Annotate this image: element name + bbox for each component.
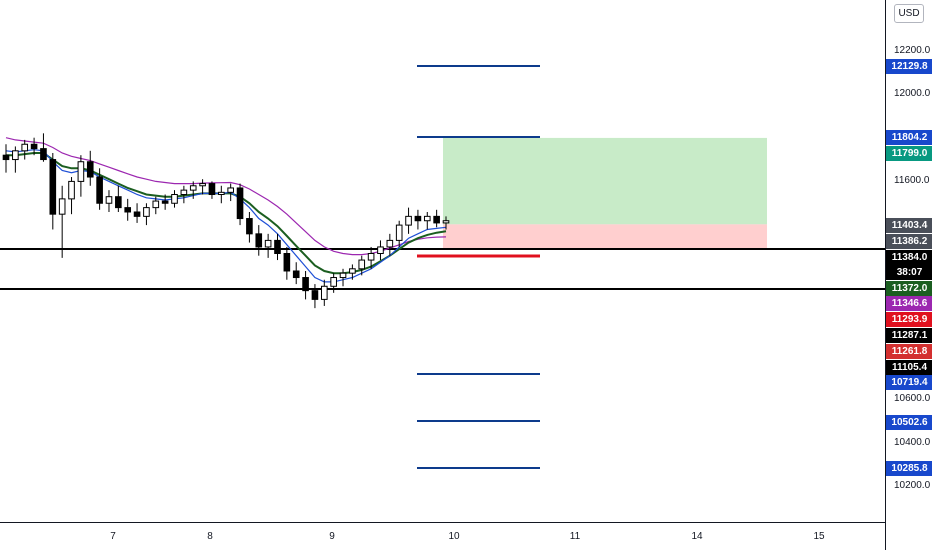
candle-body bbox=[49, 159, 57, 215]
price-tag-12129.8: 12129.8 bbox=[886, 59, 932, 74]
price-tag-38-07: 38:07 bbox=[886, 265, 932, 280]
candle-body bbox=[367, 253, 375, 261]
candle-body bbox=[180, 189, 188, 196]
price-tag-11384.0: 11384.0 bbox=[886, 250, 932, 265]
price-tag-11403.4: 11403.4 bbox=[886, 218, 932, 233]
loss-zone bbox=[443, 224, 767, 249]
candle-body bbox=[349, 268, 356, 274]
price-axis[interactable]: USD 12200.0 12000.0 11600.0 10600.0 10400.0 1… bbox=[885, 0, 932, 550]
price-tag-11804.2: 11804.2 bbox=[886, 130, 932, 145]
candle-body bbox=[274, 239, 281, 255]
candle-body bbox=[105, 196, 113, 204]
candle-body bbox=[40, 148, 47, 161]
candle-body bbox=[395, 224, 403, 241]
price-tag-11293.9: 11293.9 bbox=[886, 312, 932, 327]
price-tick-10200.0: 10200.0 bbox=[894, 480, 931, 491]
candle-body bbox=[124, 207, 132, 213]
price-tag-10285.8: 10285.8 bbox=[886, 461, 932, 476]
candle-body bbox=[143, 207, 150, 217]
price-tick-12200.0: 12200.0 bbox=[894, 45, 931, 56]
time-label-14: 14 bbox=[691, 531, 703, 542]
price-tag-11287.1: 11287.1 bbox=[886, 328, 932, 343]
candle-body bbox=[264, 239, 272, 248]
candle-body bbox=[21, 143, 29, 152]
candle-body bbox=[330, 277, 337, 287]
candle-body bbox=[423, 215, 431, 222]
candle-body bbox=[405, 215, 412, 226]
candle-body bbox=[171, 194, 178, 204]
candle-body bbox=[227, 187, 234, 193]
candle-body bbox=[433, 215, 440, 224]
candle-body bbox=[133, 211, 141, 217]
price-tick-12000.0: 12000.0 bbox=[894, 88, 931, 99]
candle-body bbox=[86, 161, 94, 178]
ema-fast-line bbox=[5, 149, 447, 283]
candle-body bbox=[161, 200, 169, 204]
candle-body bbox=[189, 185, 197, 191]
time-label-11: 11 bbox=[569, 531, 581, 542]
candle-body bbox=[377, 246, 384, 255]
candle-body bbox=[358, 259, 366, 270]
candle-body bbox=[302, 277, 309, 292]
time-label-9: 9 bbox=[329, 531, 335, 542]
candle-body bbox=[68, 180, 75, 200]
candlestick-chart[interactable] bbox=[0, 0, 885, 522]
candle-body bbox=[414, 215, 422, 222]
candle-body bbox=[283, 253, 291, 272]
candle-body bbox=[115, 196, 122, 209]
price-tag-10502.6: 10502.6 bbox=[886, 415, 932, 430]
time-label-8: 8 bbox=[207, 531, 213, 542]
candle-body bbox=[2, 154, 10, 161]
time-label-7: 7 bbox=[110, 531, 116, 542]
candle-body bbox=[292, 270, 300, 279]
candle-body bbox=[30, 143, 38, 150]
price-tag-11346.6: 11346.6 bbox=[886, 296, 932, 311]
candle-body bbox=[58, 198, 66, 215]
time-axis[interactable]: 7 8 9 10 11 14 15 bbox=[0, 522, 885, 551]
time-label-15: 15 bbox=[813, 531, 825, 542]
candle-body bbox=[320, 285, 328, 300]
price-tag-10719.4: 10719.4 bbox=[886, 375, 932, 390]
candle-body bbox=[246, 218, 253, 235]
chart-area[interactable] bbox=[0, 0, 885, 522]
candle-body bbox=[339, 272, 347, 279]
candle-body bbox=[152, 200, 160, 209]
price-tag-11372.0: 11372.0 bbox=[886, 281, 932, 296]
profit-zone bbox=[443, 137, 767, 225]
candle-body bbox=[386, 239, 394, 248]
candle-body bbox=[442, 220, 450, 224]
price-tick-11600.0: 11600.0 bbox=[894, 175, 930, 186]
candle-body bbox=[255, 233, 263, 248]
price-tick-10600.0: 10600.0 bbox=[894, 393, 931, 404]
currency-badge[interactable]: USD bbox=[894, 4, 924, 23]
price-tick-10400.0: 10400.0 bbox=[894, 437, 931, 448]
candle-body bbox=[199, 183, 206, 187]
price-tag-11799.0: 11799.0 bbox=[886, 146, 932, 161]
candle-body bbox=[236, 187, 244, 220]
time-label-10: 10 bbox=[448, 531, 460, 542]
price-tag-11386.2: 11386.2 bbox=[886, 234, 932, 249]
candle-body bbox=[218, 191, 225, 196]
candle-body bbox=[96, 176, 103, 204]
candle-body bbox=[77, 161, 85, 182]
candle-body bbox=[12, 150, 19, 161]
candle-body bbox=[208, 183, 216, 196]
price-tag-11105.4: 11105.4 bbox=[886, 360, 932, 375]
price-tag-11261.8: 11261.8 bbox=[886, 344, 932, 359]
candle-body bbox=[311, 290, 319, 300]
